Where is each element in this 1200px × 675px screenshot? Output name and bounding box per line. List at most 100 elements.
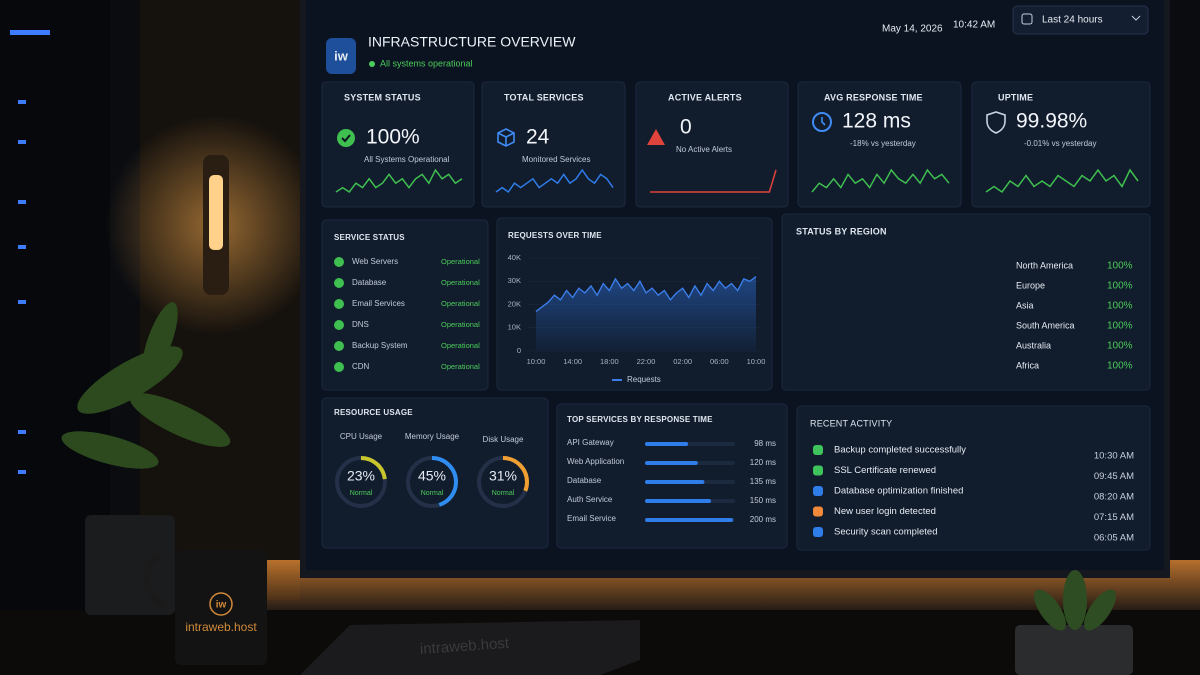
bar [645,499,711,503]
status-icon [334,320,344,330]
activity-icon [813,465,823,476]
label: Web Application [567,457,624,466]
small-pot [1015,625,1133,675]
label: Backup completed successfully [834,445,966,456]
label: 24 [526,126,550,149]
status-icon [334,341,344,351]
calendar-icon [1021,13,1033,25]
label: 100% [1107,301,1133,312]
label: 14:00 [563,357,582,366]
mug [175,550,267,665]
label: Normal [421,490,444,497]
label: UPTIME [998,92,1033,102]
sparkline [335,168,463,194]
label: Database [352,278,387,287]
sparkline [985,168,1139,194]
range-dropdown[interactable] [1012,5,1149,35]
bar [645,442,689,446]
label: TOP SERVICES BY RESPONSE TIME [567,415,713,424]
label: Backup System [352,341,408,350]
label: Normal [492,490,515,497]
label: Email Services [352,299,405,308]
label: ACTIVE ALERTS [668,92,742,102]
label: 100% [1107,281,1133,292]
mug-handle [143,554,167,609]
label: 22:00 [637,357,656,366]
label: Monitored Services [522,155,590,164]
label: 30K [508,276,521,285]
label: May 14, 2026 [882,24,943,35]
panel [321,219,489,391]
label: SYSTEM STATUS [344,92,421,102]
panel [971,81,1151,208]
label: Normal [350,490,373,497]
label: South America [1016,320,1075,330]
label: Asia [1016,300,1034,310]
label: North America [1016,260,1073,270]
label: Africa [1016,360,1039,370]
status-icon [334,257,344,267]
label: 31% [489,468,517,484]
activity-icon [813,445,823,455]
label: 200 ms [750,515,776,524]
label: Operational [441,320,480,329]
status-dot [369,61,375,67]
icon [341,134,351,143]
activity-icon [813,506,823,517]
label: Operational [441,278,480,287]
gauge-arc [477,456,529,508]
label: REQUESTS OVER TIME [508,231,602,240]
label: All Systems Operational [364,155,450,164]
label: TOTAL SERVICES [504,92,584,102]
label: Email Service [567,514,616,523]
status-icon [334,299,344,309]
notebook [300,620,640,675]
label: 128 ms [842,110,911,133]
label: AVG RESPONSE TIME [824,92,923,102]
icon [821,117,826,126]
label: 0 [680,116,692,139]
icon [647,129,665,145]
label: New user login detected [834,506,936,517]
panel [321,81,475,208]
succulent [1033,570,1117,631]
label: 100% [1107,321,1133,332]
chevron [1131,15,1141,21]
label: intraweb.host [419,635,510,658]
panel [797,81,962,208]
panel [321,397,549,549]
label: 07:15 AM [1094,512,1134,523]
label: API Gateway [567,438,614,447]
label: 99.98% [1016,110,1087,133]
label: 10:00 [527,357,546,366]
label: Operational [441,341,480,350]
label: RESOURCE USAGE [334,408,413,417]
label: 98 ms [754,439,776,448]
label: 100% [1107,341,1133,352]
panel [635,81,789,208]
label: 45% [418,468,446,484]
label: iw [334,48,349,63]
rack-leds [10,30,50,474]
label: 100% [1107,361,1133,372]
plant [61,302,231,469]
label: Last 24 hours [1042,15,1103,26]
label: 10:42 AM [953,20,995,31]
lamp-light [209,175,223,250]
label: SSL Certificate renewed [834,465,936,476]
panel [556,403,788,549]
label: 06:05 AM [1094,533,1134,544]
label: 100% [1107,261,1133,272]
label: 20K [508,299,521,308]
mug-logo-ring [209,592,233,616]
status-icon [334,362,344,372]
gauge-arc [406,456,458,508]
bar [645,461,698,465]
label: Europe [1016,280,1045,290]
logo [326,38,356,74]
label: Memory Usage [405,432,460,441]
bar [645,518,733,522]
label: -0.01% vs yesterday [1024,139,1096,148]
panel [781,213,1151,391]
